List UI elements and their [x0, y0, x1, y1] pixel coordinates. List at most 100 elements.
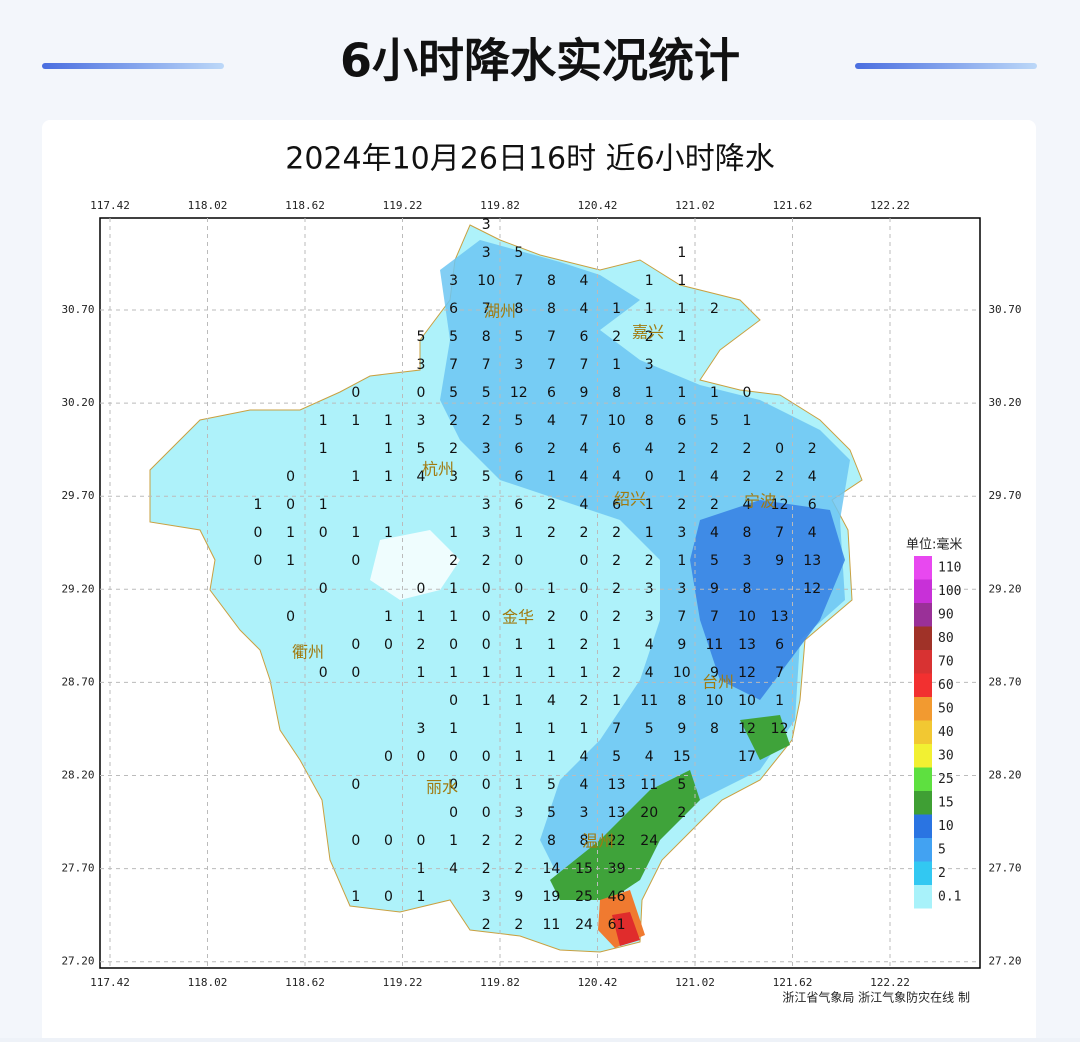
station-value: 1	[319, 497, 328, 513]
legend-swatch	[914, 885, 932, 909]
station-value: 9	[514, 889, 523, 905]
station-value: 1	[514, 525, 523, 541]
lon-tick-label: 120.42	[578, 976, 618, 989]
station-value: 2	[449, 441, 458, 457]
station-value: 6	[547, 385, 556, 401]
station-value: 6	[808, 497, 817, 513]
station-value: 2	[580, 637, 589, 653]
station-value: 11	[705, 637, 723, 653]
station-value: 3	[449, 273, 458, 289]
station-value: 0	[384, 889, 393, 905]
station-value: 1	[547, 749, 556, 765]
station-value: 0	[449, 749, 458, 765]
station-value: 1	[645, 301, 654, 317]
legend-label: 25	[938, 772, 954, 787]
city-label: 嘉兴	[632, 323, 664, 342]
lat-tick-label: 30.20	[61, 396, 94, 409]
station-value: 13	[608, 777, 626, 793]
station-value: 4	[580, 273, 589, 289]
station-value: 2	[514, 861, 523, 877]
station-value: 8	[547, 833, 556, 849]
station-value: 2	[482, 861, 491, 877]
station-value: 8	[482, 329, 491, 345]
station-value: 1	[710, 385, 719, 401]
page-title: 6小时降水实况统计	[340, 34, 740, 88]
station-value: 8	[743, 525, 752, 541]
station-value: 1	[319, 413, 328, 429]
station-value: 1	[514, 721, 523, 737]
station-value: 20	[640, 805, 658, 821]
station-value: 1	[417, 889, 426, 905]
legend-label: 110	[938, 561, 961, 576]
station-value: 1	[449, 721, 458, 737]
legend-unit: 单位:毫米	[906, 537, 962, 553]
station-value: 0	[514, 553, 523, 569]
station-value: 0	[351, 553, 360, 569]
city-label: 衢州	[292, 643, 324, 662]
station-value: 8	[612, 385, 621, 401]
station-value: 2	[710, 497, 719, 513]
legend-swatch	[914, 838, 932, 862]
station-value: 4	[808, 469, 817, 485]
station-value: 1	[384, 441, 393, 457]
legend-label: 50	[938, 702, 954, 717]
city-label: 台州	[702, 673, 734, 692]
city-label: 绍兴	[614, 490, 646, 509]
station-value: 0	[286, 469, 295, 485]
station-value: 13	[803, 553, 821, 569]
station-value: 2	[710, 441, 719, 457]
station-value: 1	[677, 553, 686, 569]
map-credit: 浙江省气象局 浙江气象防灾在线 制	[782, 990, 970, 1005]
station-value: 15	[673, 749, 691, 765]
legend-swatch	[914, 697, 932, 721]
station-value: 2	[547, 609, 556, 625]
station-value: 2	[645, 553, 654, 569]
lon-tick-label: 121.02	[675, 199, 715, 212]
station-value: 11	[640, 777, 658, 793]
station-value: 24	[640, 833, 658, 849]
station-value: 3	[645, 609, 654, 625]
station-value: 8	[710, 721, 719, 737]
legend-swatch	[914, 720, 932, 744]
station-value: 1	[580, 721, 589, 737]
legend: 单位:毫米 110 100 90 80 70 60 50 40 30 25 15 10 5 2 0.1	[906, 537, 962, 909]
station-value: 0	[351, 637, 360, 653]
lat-tick-label: 28.20	[988, 769, 1021, 782]
station-value: 1	[612, 693, 621, 709]
station-value: 0	[449, 693, 458, 709]
station-value: 5	[449, 385, 458, 401]
station-value: 0	[384, 749, 393, 765]
station-value: 2	[547, 525, 556, 541]
station-value: 0	[417, 749, 426, 765]
lon-tick-label: 118.62	[285, 976, 325, 989]
station-value: 10	[738, 609, 756, 625]
legend-swatch	[914, 556, 932, 580]
station-value: 3	[417, 357, 426, 373]
station-value: 6	[514, 441, 523, 457]
station-value: 0	[482, 749, 491, 765]
station-value: 0	[514, 581, 523, 597]
station-value: 2	[580, 693, 589, 709]
lat-tick-label: 27.70	[988, 862, 1021, 875]
lon-tick-label: 118.62	[285, 199, 325, 212]
city-label: 宁波	[744, 492, 776, 511]
station-value: 12	[771, 497, 789, 513]
station-value: 3	[482, 441, 491, 457]
station-value: 2	[775, 469, 784, 485]
lat-tick-label: 27.70	[61, 862, 94, 875]
station-value: 5	[612, 749, 621, 765]
lon-tick-label: 118.02	[188, 976, 228, 989]
station-value: 7	[449, 357, 458, 373]
station-value: 10	[608, 413, 626, 429]
station-value: 1	[547, 721, 556, 737]
station-value: 1	[677, 273, 686, 289]
station-value: 11	[542, 917, 560, 933]
station-value: 7	[710, 609, 719, 625]
station-value: 0	[319, 525, 328, 541]
station-value: 10	[738, 693, 756, 709]
station-value: 1	[384, 469, 393, 485]
station-value: 8	[677, 693, 686, 709]
station-value: 0	[482, 609, 491, 625]
station-value: 4	[710, 525, 719, 541]
